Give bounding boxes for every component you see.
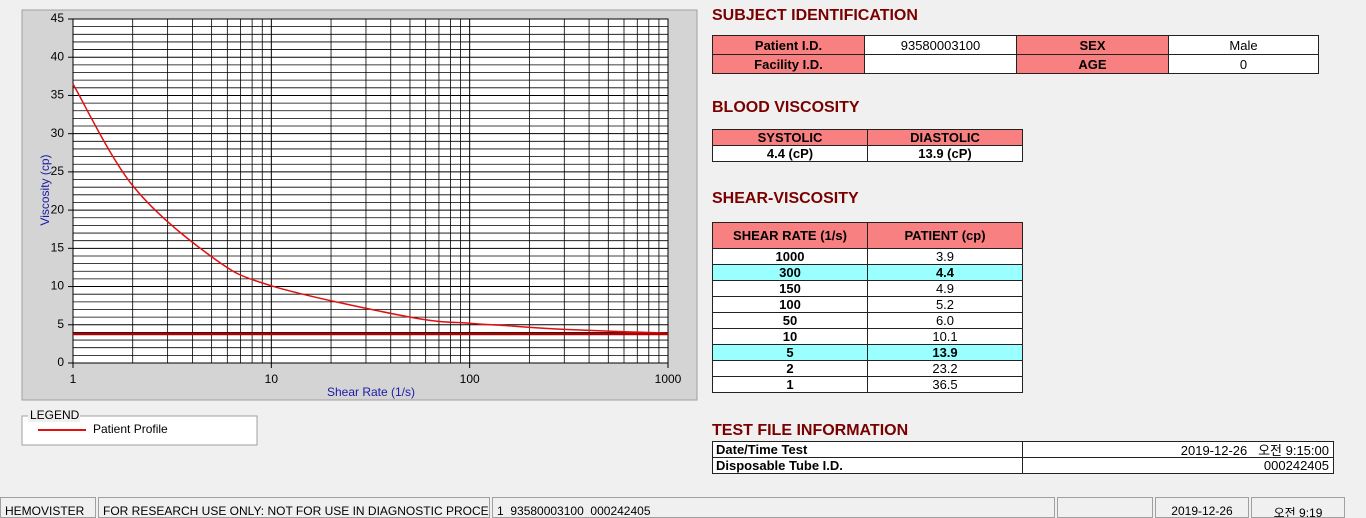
status-field: 오전 9:19 bbox=[1251, 497, 1345, 518]
patient-viscosity: 5.2 bbox=[867, 296, 1023, 313]
y-tick-label: 45 bbox=[51, 11, 65, 25]
y-tick-label: 15 bbox=[51, 241, 65, 255]
y-tick-label: 10 bbox=[51, 279, 65, 293]
patient-viscosity: 36.5 bbox=[867, 376, 1023, 393]
field-value: 0 bbox=[1168, 54, 1319, 74]
y-tick-label: 40 bbox=[51, 49, 65, 63]
x-axis-label: Shear Rate (1/s) bbox=[327, 385, 415, 399]
viscosity-value: 4.4 (cP) bbox=[712, 145, 868, 162]
status-field bbox=[1057, 497, 1153, 518]
field-label: AGE bbox=[1016, 54, 1169, 74]
legend-title: LEGEND bbox=[30, 408, 80, 422]
field-label: Date/Time Test bbox=[712, 441, 1023, 458]
x-tick-label: 1 bbox=[70, 372, 77, 386]
x-tick-label: 100 bbox=[460, 372, 480, 386]
status-field: HEMOVISTER bbox=[0, 497, 96, 518]
section-title: BLOOD VISCOSITY bbox=[712, 99, 860, 116]
legend-title-bg bbox=[28, 409, 80, 422]
y-tick-label: 30 bbox=[51, 126, 65, 140]
data-line bbox=[72, 83, 669, 334]
y-tick-label: 35 bbox=[51, 88, 65, 102]
legend-label: Patient Profile bbox=[93, 422, 168, 436]
x-tick-label: 1000 bbox=[655, 372, 682, 386]
section-title: SHEAR-VISCOSITY bbox=[712, 190, 859, 207]
patient-viscosity: 4.9 bbox=[867, 280, 1023, 297]
y-tick-label: 20 bbox=[51, 202, 65, 216]
shear-rate: 5 bbox=[712, 344, 868, 361]
patient-viscosity: 3.9 bbox=[867, 248, 1023, 265]
x-tick-label: 10 bbox=[265, 372, 279, 386]
field-label: Facility I.D. bbox=[712, 54, 865, 74]
shear-rate: 150 bbox=[712, 280, 868, 297]
field-value: Male bbox=[1168, 35, 1319, 55]
shear-rate: 1000 bbox=[712, 248, 868, 265]
patient-viscosity: 4.4 bbox=[867, 264, 1023, 281]
shear-rate: 300 bbox=[712, 264, 868, 281]
status-field: 1 93580003100 000242405 bbox=[492, 497, 1055, 518]
plot-area bbox=[73, 19, 668, 363]
status-field: FOR RESEARCH USE ONLY: NOT FOR USE IN DI… bbox=[98, 497, 490, 518]
shear-rate: 2 bbox=[712, 360, 868, 377]
column-header: SHEAR RATE (1/s) bbox=[712, 222, 868, 249]
patient-viscosity: 6.0 bbox=[867, 312, 1023, 329]
column-header: DIASTOLIC bbox=[867, 129, 1023, 146]
y-tick-label: 0 bbox=[57, 355, 64, 369]
field-value: 000242405 bbox=[1022, 457, 1334, 474]
shear-rate: 10 bbox=[712, 328, 868, 345]
field-value: 93580003100 bbox=[864, 35, 1017, 55]
column-header: SYSTOLIC bbox=[712, 129, 868, 146]
patient-viscosity: 13.9 bbox=[867, 344, 1023, 361]
field-label: Disposable Tube I.D. bbox=[712, 457, 1023, 474]
column-header: PATIENT (cp) bbox=[867, 222, 1023, 249]
shear-rate: 50 bbox=[712, 312, 868, 329]
status-field: 2019-12-26 bbox=[1155, 497, 1249, 518]
field-label: SEX bbox=[1016, 35, 1169, 55]
field-value bbox=[864, 54, 1017, 74]
viscosity-value: 13.9 (cP) bbox=[867, 145, 1023, 162]
field-value: 2019-12-26 오전 9:15:00 bbox=[1022, 441, 1334, 458]
field-label: Patient I.D. bbox=[712, 35, 865, 55]
y-tick-label: 5 bbox=[57, 317, 64, 331]
y-tick-label: 25 bbox=[51, 164, 65, 178]
patient-viscosity: 23.2 bbox=[867, 360, 1023, 377]
plot-border bbox=[72, 18, 669, 364]
section-title: TEST FILE INFORMATION bbox=[712, 422, 909, 439]
y-axis-label: Viscosity (cp) bbox=[38, 154, 52, 225]
patient-viscosity: 10.1 bbox=[867, 328, 1023, 345]
section-title: SUBJECT IDENTIFICATION bbox=[712, 7, 918, 24]
shear-rate: 100 bbox=[712, 296, 868, 313]
shear-rate: 1 bbox=[712, 376, 868, 393]
